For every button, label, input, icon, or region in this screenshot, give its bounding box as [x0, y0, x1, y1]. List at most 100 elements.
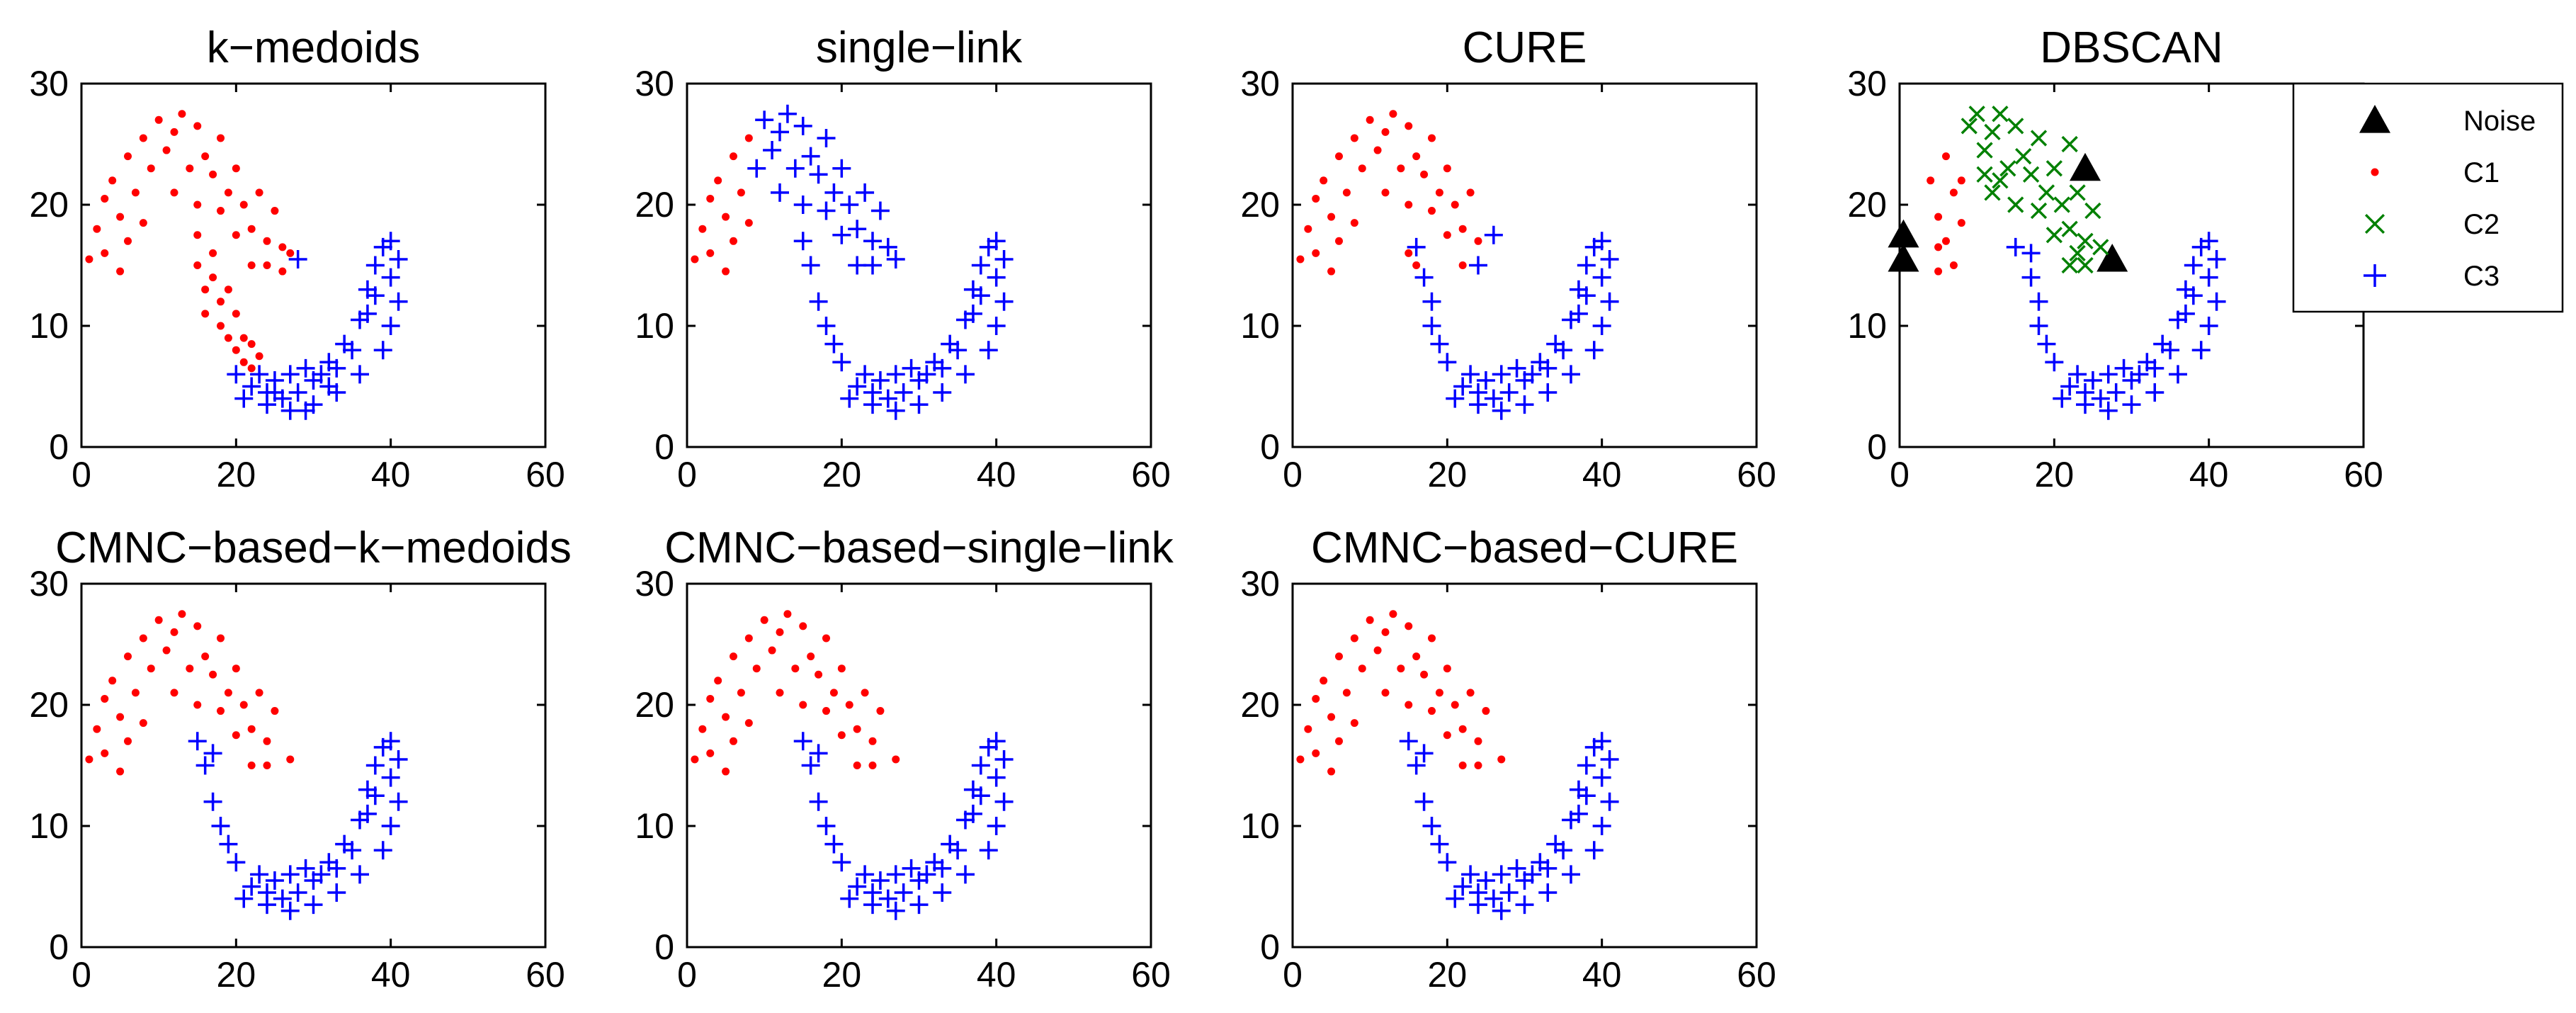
data-point-plus — [956, 865, 975, 884]
data-point-plus — [373, 841, 392, 860]
data-point-plus — [1569, 304, 1588, 323]
subplot-1: k−medoids 0 20 40 60 0 10 20 30 — [29, 23, 564, 494]
subplot-title: CURE — [1463, 23, 1587, 72]
data-point-dot — [760, 616, 768, 624]
data-point-dot — [286, 755, 295, 764]
data-point-dot — [201, 285, 210, 294]
data-point-dot — [799, 622, 807, 630]
data-point-plus — [203, 744, 222, 763]
data-point-dot — [714, 677, 722, 685]
data-point-dot — [868, 737, 877, 745]
data-point-dot — [837, 731, 846, 740]
legend-label: C2 — [2463, 209, 2500, 240]
data-point-plus — [242, 877, 261, 896]
x-tick-label: 60 — [526, 955, 565, 995]
data-point-dot — [691, 255, 699, 264]
data-point-dot — [737, 188, 745, 197]
data-point-plus — [1414, 792, 1434, 811]
data-point-plus — [1461, 365, 1480, 384]
data-point-dot — [247, 225, 256, 233]
data-point-plus — [242, 377, 261, 396]
data-point-dot — [186, 164, 194, 173]
data-point-plus — [2122, 395, 2141, 414]
data-point-plus — [1538, 358, 1557, 378]
data-point-dot — [698, 225, 707, 233]
data-point-plus — [381, 817, 400, 835]
data-point-dot — [101, 749, 109, 757]
data-point-plus — [296, 401, 315, 420]
data-point-dot — [868, 762, 877, 769]
x-tick-label: 60 — [1737, 955, 1776, 995]
data-point-dot — [730, 152, 737, 161]
data-point-plus — [2029, 317, 2048, 335]
y-tick-label: 0 — [1260, 427, 1280, 467]
data-point-plus — [2199, 317, 2218, 335]
data-point-dot — [1412, 152, 1421, 161]
data-point-plus — [1600, 292, 1619, 311]
y-tick-label: 10 — [1240, 306, 1280, 346]
data-point-dot — [752, 664, 761, 673]
data-point-dot — [1296, 755, 1305, 764]
data-point-plus — [2114, 358, 2133, 378]
data-point-x — [2007, 118, 2024, 135]
y-tick-label: 30 — [1847, 64, 1887, 103]
data-point-plus — [1484, 889, 1503, 908]
data-point-plus — [863, 256, 882, 275]
data-point-dot — [1389, 610, 1397, 618]
data-point-plus — [870, 201, 890, 220]
data-point-plus — [832, 159, 851, 178]
data-point-plus — [2145, 383, 2164, 402]
y-tick-label: 0 — [654, 927, 674, 967]
data-point-dot — [1420, 170, 1429, 179]
data-point-dot — [706, 694, 715, 703]
data-point-dot — [101, 249, 109, 257]
data-point-dot — [193, 231, 202, 239]
data-point-x — [1992, 106, 2009, 123]
data-point-triangle — [2096, 243, 2128, 272]
data-point-plus — [817, 317, 836, 335]
data-point-dot — [108, 677, 117, 685]
data-point-plus — [381, 317, 400, 335]
axes-box — [80, 82, 547, 448]
data-point-dot — [1443, 731, 1451, 740]
data-point-plus — [933, 859, 952, 878]
data-point-dot — [1366, 616, 1374, 624]
data-point-dot — [1304, 225, 1312, 233]
data-point-dot — [255, 352, 263, 361]
y-tick-label: 10 — [1240, 806, 1280, 846]
data-point-x — [2053, 196, 2070, 213]
data-point-plus — [771, 183, 789, 202]
data-point-plus — [1453, 377, 1473, 396]
data-point-plus — [227, 853, 246, 872]
data-point-plus — [886, 401, 905, 420]
data-point-triangle — [1888, 243, 1919, 272]
data-point-dot — [93, 725, 101, 733]
legend-box — [2292, 82, 2564, 313]
data-point-plus — [1592, 732, 1611, 751]
data-point-dot — [1458, 725, 1467, 733]
subplot-title: k−medoids — [207, 23, 421, 72]
data-point-plus — [381, 768, 400, 787]
data-point-plus — [971, 256, 990, 275]
data-point-dot — [217, 707, 225, 715]
data-point-dot — [139, 134, 147, 142]
data-point-plus — [994, 249, 1014, 268]
data-point-dot — [232, 310, 240, 318]
data-point-dot — [744, 634, 753, 643]
subplot-7: CMNC−based−CURE 0 20 40 60 0 10 20 30 — [1240, 524, 1776, 995]
data-point-plus — [832, 353, 851, 372]
data-point-dot — [232, 731, 240, 740]
x-tick-label: 60 — [2344, 455, 2383, 494]
subplot-3: CURE 0 20 40 60 0 10 20 30 — [1240, 23, 1776, 494]
data-point-plus — [832, 225, 851, 244]
data-point-plus — [351, 865, 369, 884]
data-point-dot — [1342, 689, 1351, 697]
data-point-plus — [1592, 817, 1611, 835]
data-point-plus — [1577, 286, 1596, 305]
x-tick-label: 20 — [217, 455, 256, 494]
data-point-dot — [1949, 261, 1958, 269]
data-point-plus — [863, 232, 882, 251]
data-point-dot — [247, 725, 256, 733]
x-tick-label: 20 — [2035, 455, 2075, 494]
data-point-dot — [1405, 622, 1413, 630]
